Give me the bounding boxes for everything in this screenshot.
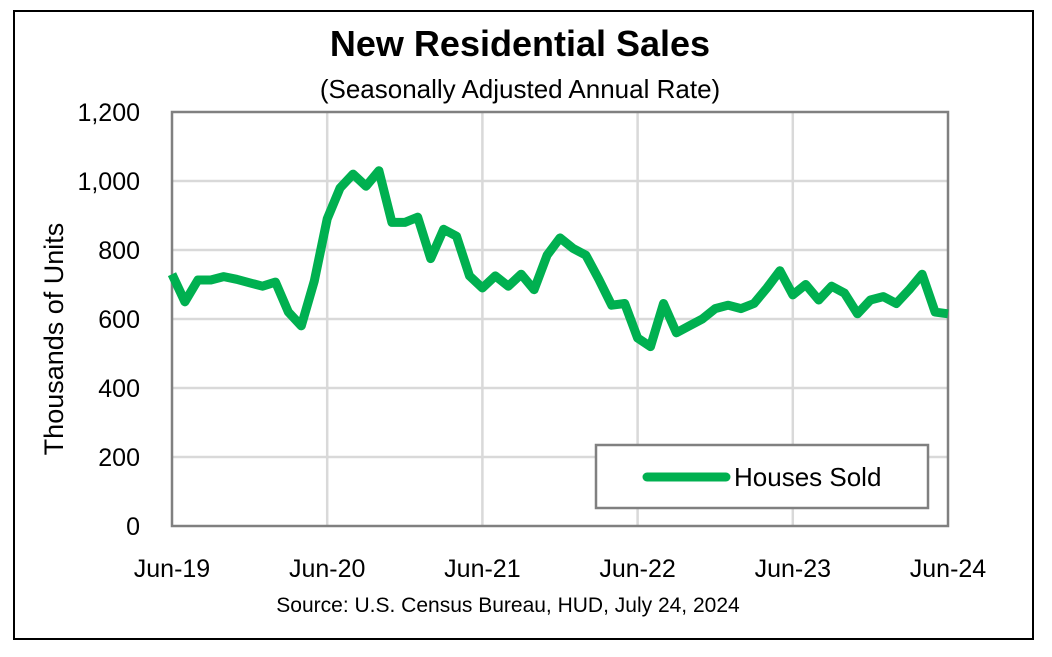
x-axis-ticks: Jun-19 Jun-20 Jun-21 Jun-22 Jun-23 Jun-24 [134, 555, 987, 583]
y-tick-label: 1,000 [77, 168, 140, 196]
y-tick-label: 600 [98, 306, 140, 334]
series-group [167, 166, 949, 352]
x-tick-label: Jun-24 [910, 555, 987, 583]
y-tick-label: 800 [98, 237, 140, 265]
legend-label-houses-sold: Houses Sold [734, 462, 881, 492]
y-axis-label: Thousands of Units [39, 223, 69, 456]
x-tick-label: Jun-22 [599, 555, 675, 583]
y-tick-label: 400 [98, 375, 140, 403]
plot-area [170, 110, 950, 528]
y-tick-label: 200 [98, 444, 140, 472]
x-tick-label: Jun-20 [289, 555, 365, 583]
y-axis-ticks: 0 200 400 600 800 1,000 1,200 [77, 99, 140, 541]
y-tick-label: 1,200 [77, 99, 140, 127]
x-tick-label: Jun-21 [444, 555, 520, 583]
chart-border [13, 10, 1034, 640]
legend: Houses Sold [594, 443, 930, 510]
chart-title: New Residential Sales [330, 23, 710, 64]
x-tick-label: Jun-19 [134, 555, 210, 583]
x-tick-label: Jun-23 [755, 555, 831, 583]
chart-subtitle: (Seasonally Adjusted Annual Rate) [320, 74, 720, 104]
y-tick-label: 0 [126, 513, 140, 541]
source-note: Source: U.S. Census Bureau, HUD, July 24… [276, 594, 740, 617]
